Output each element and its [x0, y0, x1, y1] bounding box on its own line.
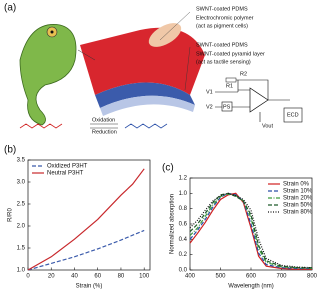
y-tick-label: 0.6 [179, 222, 188, 228]
x-tick-label: 800 [307, 274, 318, 280]
legend-label: Oxidized P3HT [47, 164, 88, 170]
y-tick-label: 2.0 [17, 224, 26, 230]
panel-label: (c) [162, 163, 174, 174]
x-tick-label: 500 [215, 274, 226, 280]
callout: SWNT-coated pyramid layer [196, 51, 265, 57]
y-tick-label: 1.0 [179, 191, 188, 197]
y-tick-label: 0.4 [179, 237, 188, 243]
y-axis-label: Normalized absorption [170, 194, 176, 254]
y-tick-label: 2.5 [17, 202, 26, 208]
callout: SWNT-coated PDMS [196, 42, 248, 48]
circuit-label: V2 [206, 104, 213, 110]
x-tick-label: 100 [139, 274, 150, 280]
x-tick-label: 0 [26, 274, 30, 280]
callout: (act as tactile sensing) [196, 59, 251, 65]
panel-label: (a) [4, 3, 16, 14]
reaction-label: Oxidation [92, 117, 115, 123]
legend-label: Strain 50% [283, 203, 313, 209]
x-tick-label: 600 [246, 274, 257, 280]
x-tick-label: 700 [276, 274, 287, 280]
y-tick-label: 0.0 [179, 268, 188, 274]
legend-label: Strain 20% [283, 196, 313, 202]
panel-label: (b) [4, 145, 16, 156]
callout: (act as pigment cells) [196, 23, 248, 29]
legend-label: Strain 80% [283, 210, 313, 216]
y-tick-label: 1.5 [17, 246, 26, 252]
y-tick-label: 0.8 [179, 206, 188, 212]
x-tick-label: 20 [48, 274, 55, 280]
series-line [27, 229, 145, 271]
y-tick-label: 1.0 [17, 268, 26, 274]
x-axis-label: Wavelength (nm) [228, 284, 273, 290]
x-axis-label: Strain (%) [76, 284, 103, 290]
callout: SWNT-coated PDMS [196, 6, 248, 12]
legend-label: Strain 0% [283, 182, 310, 188]
circuit-label: Vout [262, 123, 273, 129]
series-line [27, 168, 145, 271]
callout: Electrochromic polymer [196, 15, 254, 21]
legend-label: Strain 10% [283, 189, 313, 195]
legend-label: Neutral P3HT [47, 171, 84, 177]
plot-frame [27, 159, 151, 271]
series-line [189, 192, 313, 269]
x-tick-label: 400 [185, 274, 196, 280]
x-tick-label: 80 [118, 274, 125, 280]
circuit-label: R1 [226, 83, 233, 89]
circuit-label: PS [223, 104, 231, 110]
y-axis-label: R/R0 [8, 208, 14, 222]
y-tick-label: 1.2 [179, 176, 188, 182]
reaction-label: Reduction [92, 129, 117, 135]
y-tick-label: 3.5 [17, 158, 26, 164]
x-tick-label: 40 [71, 274, 78, 280]
circuit-label: R2 [240, 71, 247, 77]
panel-a-art [19, 11, 303, 129]
y-tick-label: 3.0 [17, 180, 26, 186]
circuit-label: ECD [287, 112, 299, 118]
series-line [189, 192, 312, 269]
circuit-label: V1 [206, 89, 213, 95]
x-tick-label: 60 [94, 274, 101, 280]
y-tick-label: 0.2 [179, 252, 188, 258]
